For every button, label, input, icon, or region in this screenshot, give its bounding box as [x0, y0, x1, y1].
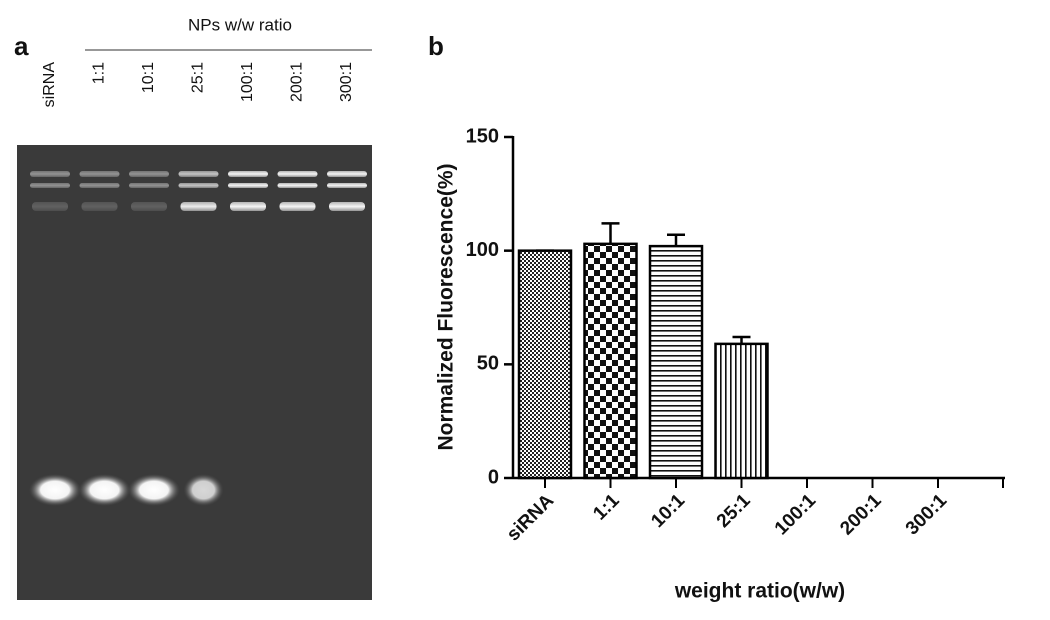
gel-band — [81, 202, 118, 211]
free-sirna-glow — [29, 474, 81, 506]
y-tick-label: 50 — [477, 353, 499, 375]
lane-label: 100:1 — [239, 62, 256, 102]
gel-header: NPs w/w ratio — [188, 15, 292, 34]
x-tick-label: 300:1 — [902, 490, 952, 540]
x-tick-label: siRNA — [503, 490, 558, 545]
lane-label: 300:1 — [338, 62, 355, 102]
gel-band — [228, 171, 268, 177]
x-axis-title: weight ratio(w/w) — [674, 580, 845, 603]
free-sirna-glow — [183, 474, 224, 506]
gel-image — [17, 145, 372, 600]
x-tick-label: 1:1 — [589, 490, 624, 525]
bar-chart: Normalized Fluorescence(%) weight ratio(… — [435, 125, 1005, 603]
panel-label: a — [14, 31, 29, 61]
gel-band — [178, 183, 219, 188]
x-tick-label: 200:1 — [836, 490, 886, 540]
y-tick-label: 150 — [466, 125, 499, 147]
bar — [517, 249, 573, 480]
gel-band — [180, 202, 217, 211]
gel-band — [131, 202, 167, 211]
gel-band — [79, 171, 120, 177]
gel-band — [30, 171, 70, 177]
y-axis-title: Normalized Fluorescence(%) — [435, 163, 458, 450]
lane-label: 10:1 — [140, 62, 157, 93]
lane-label: 1:1 — [91, 62, 108, 84]
gel: NPs w/w ratio siRNA 1:1 10:1 25:1 100:1 200:1… — [17, 15, 372, 600]
gel-band — [32, 202, 68, 211]
bar — [583, 242, 638, 480]
gel-band — [329, 202, 365, 211]
gel-band — [178, 171, 219, 177]
free-sirna-glow — [78, 474, 131, 506]
gel-band — [327, 171, 367, 177]
x-tick-label: 100:1 — [771, 490, 821, 540]
gel-band — [279, 202, 316, 211]
gel-band — [277, 171, 318, 177]
gel-band — [129, 183, 169, 188]
free-sirna-glow — [128, 474, 180, 506]
lane-label: 25:1 — [190, 62, 207, 93]
gel-band — [79, 183, 120, 188]
gel-band — [327, 183, 367, 188]
x-tick-label: 25:1 — [713, 490, 755, 532]
gel-band — [30, 183, 70, 188]
gel-band — [129, 171, 169, 177]
gel-band — [230, 202, 266, 211]
gel-band — [228, 183, 268, 188]
y-tick-label: 100 — [466, 239, 499, 261]
bar — [648, 244, 704, 480]
bar — [714, 342, 769, 480]
x-tick-label: 10:1 — [647, 490, 689, 532]
panel-label: b — [428, 31, 444, 61]
gel-band — [277, 183, 318, 188]
lane-label: 200:1 — [289, 62, 306, 102]
y-tick-label: 0 — [488, 466, 499, 488]
lane-label: siRNA — [41, 62, 58, 108]
